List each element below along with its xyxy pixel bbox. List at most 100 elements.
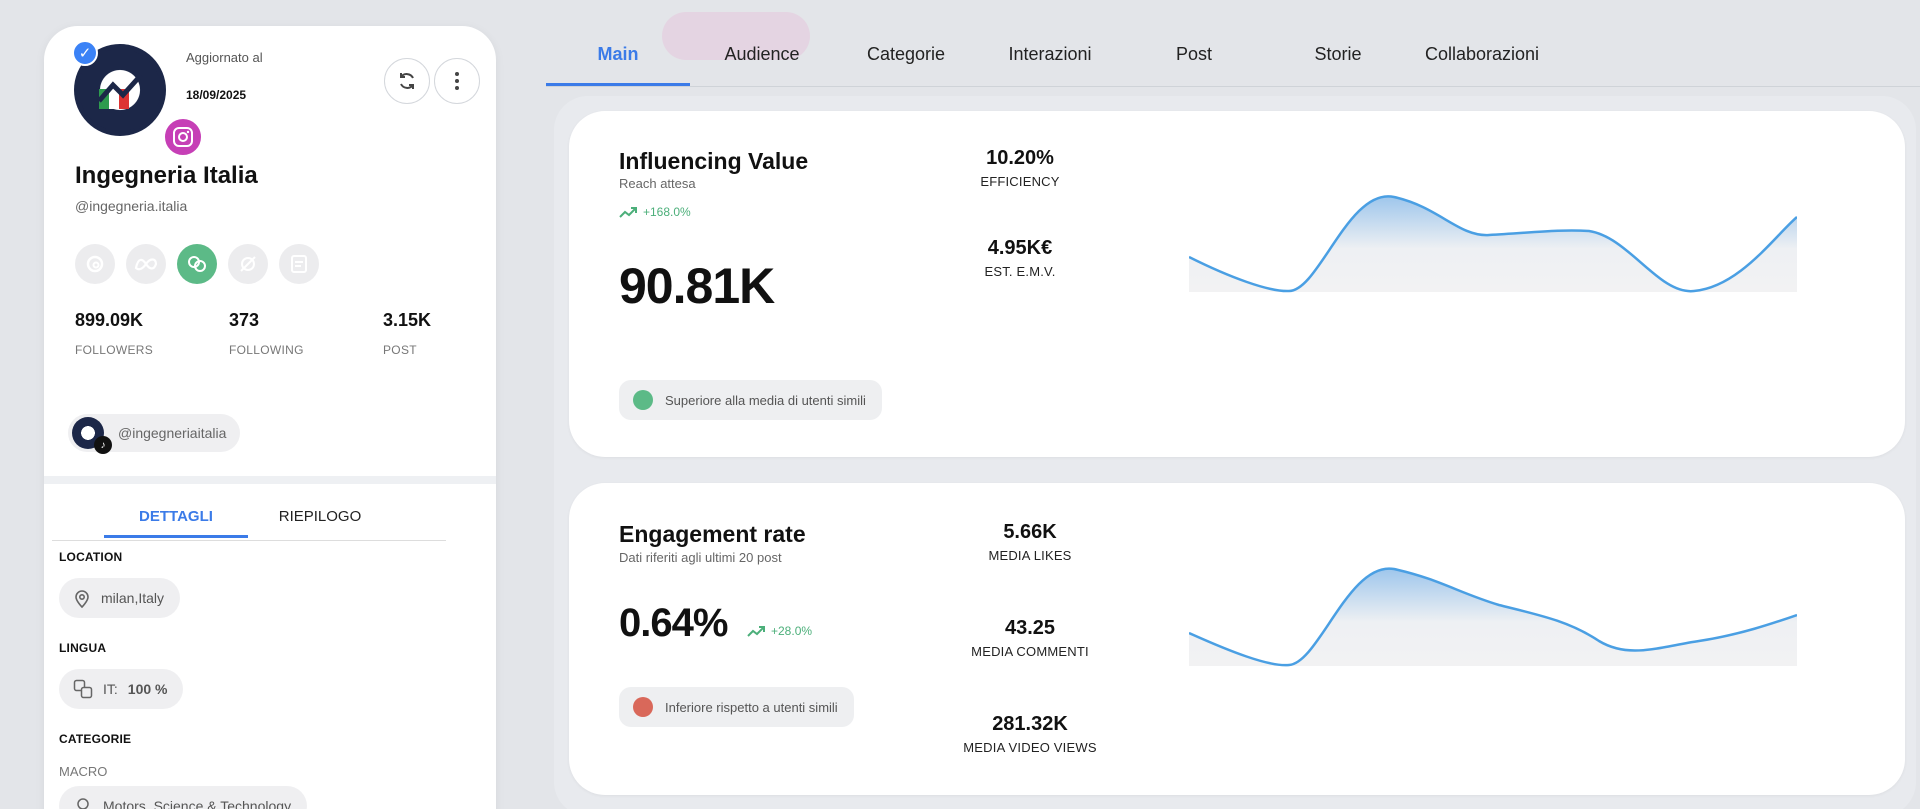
tab-collaborazioni[interactable]: Collaborazioni	[1424, 44, 1540, 64]
comparison-text: Inferiore rispetto a utenti simili	[665, 699, 838, 715]
tab-interazioni[interactable]: Interazioni	[1008, 44, 1092, 64]
language-title: LINGUA	[59, 641, 107, 655]
social-doc-button[interactable]	[279, 244, 319, 284]
social-linked-button[interactable]	[177, 244, 217, 284]
background-pill	[662, 12, 810, 60]
metric-label: EFFICIENCY	[980, 174, 1060, 189]
location-value: milan,Italy	[101, 590, 165, 606]
profile-avatar: ✓	[72, 40, 204, 158]
instagram-icon	[162, 116, 204, 158]
main-tabs-underline	[546, 86, 1920, 87]
tab-riepilogo[interactable]: RIEPILOGO	[278, 508, 362, 525]
engagement-sparkline	[1189, 567, 1797, 667]
verified-icon: ✓	[72, 40, 98, 66]
tab-categorie[interactable]: Categorie	[866, 44, 946, 64]
language-code: IT:	[103, 681, 118, 697]
categories-title: CATEGORIE	[59, 732, 132, 746]
comparison-text: Superiore alla media di utenti simili	[665, 392, 866, 408]
stat-followers: 899.09K FOLLOWERS	[75, 310, 229, 357]
sparkline-line	[1189, 567, 1797, 667]
profile-handle: @ingegneria.italia	[75, 198, 188, 214]
location-pin-icon	[75, 590, 89, 608]
tiktok-handle: @ingegneriaitalia	[118, 425, 227, 441]
threads-icon	[86, 255, 104, 273]
card-title: Engagement rate	[619, 521, 806, 547]
social-nolink-button[interactable]	[228, 244, 268, 284]
profile-panel: ✓ Aggiornato al 18/09/2025 Ingegneria It…	[44, 26, 496, 809]
stat-value: 373	[229, 310, 260, 330]
document-icon	[291, 255, 307, 273]
tabs-underline	[52, 540, 446, 541]
media-comments-metric: 43.25 MEDIA COMMENTI	[960, 617, 1100, 659]
stat-label: FOLLOWERS	[75, 343, 154, 357]
tab-post[interactable]: Post	[1175, 44, 1213, 64]
category-icon	[77, 798, 89, 809]
media-views-metric: 281.32K MEDIA VIDEO VIEWS	[950, 713, 1110, 755]
social-threads-button[interactable]	[75, 244, 115, 284]
comparison-dot	[633, 390, 653, 410]
engagement-trend: +28.0%	[747, 624, 812, 638]
macro-value: Motors, Science & Technology	[103, 798, 292, 809]
engagement-rate-card: Engagement rate Dati riferiti agli ultim…	[569, 483, 1905, 795]
trend-up-icon	[619, 207, 637, 218]
influencing-trend: +168.0%	[619, 205, 691, 219]
profile-name: Ingegneria Italia	[75, 162, 258, 189]
stat-value: 899.09K	[75, 310, 144, 330]
refresh-icon	[400, 73, 414, 89]
metric-value: 43.25	[1004, 617, 1056, 639]
metric-label: MEDIA COMMENTI	[971, 644, 1089, 659]
tiktok-icon: ♪	[94, 436, 112, 454]
stat-post: 3.15K POST	[383, 310, 496, 357]
profile-stats: 899.09K FOLLOWERS 373 FOLLOWING 3.15K PO…	[75, 310, 496, 357]
metric-label: EST. E.M.V.	[984, 264, 1056, 279]
translate-icon	[73, 679, 93, 699]
influencing-value: 90.81K	[619, 258, 775, 314]
updated-date: 18/09/2025	[186, 88, 247, 102]
location-title: LOCATION	[59, 550, 123, 564]
sparkline-line	[1189, 195, 1797, 293]
influencing-sparkline	[1189, 195, 1797, 293]
engagement-value: 0.64%	[619, 601, 728, 645]
emv-metric: 4.95K€ EST. E.M.V.	[965, 237, 1075, 279]
more-options-button[interactable]	[434, 58, 480, 104]
card-subtitle: Reach attesa	[619, 176, 696, 191]
stat-label: FOLLOWING	[229, 343, 304, 357]
tab-main[interactable]: Main	[546, 26, 690, 86]
location-chip: milan,Italy	[59, 578, 181, 618]
updated-label: Aggiornato al	[186, 50, 263, 65]
macro-label: MACRO	[59, 764, 108, 779]
social-meta-button[interactable]	[126, 244, 166, 284]
engagement-comparison: Inferiore rispetto a utenti simili	[619, 687, 854, 727]
meta-icon	[134, 258, 158, 271]
metric-value: 281.32K	[992, 713, 1068, 735]
influencing-value-card: Influencing Value Reach attesa +168.0% 9…	[569, 111, 1905, 457]
media-likes-metric: 5.66K MEDIA LIKES	[960, 521, 1100, 563]
stat-value: 3.15K	[383, 310, 432, 330]
card-title: Influencing Value	[619, 148, 809, 174]
logo-mark-icon	[97, 73, 143, 109]
metric-value: 5.66K	[1003, 521, 1057, 543]
social-links	[75, 244, 319, 284]
sparkline-area	[1189, 568, 1797, 666]
metric-value: 4.95K€	[987, 237, 1053, 259]
influencing-comparison: Superiore alla media di utenti simili	[619, 380, 882, 420]
metric-label: MEDIA VIDEO VIEWS	[963, 740, 1097, 755]
language-percent: 100 %	[127, 681, 168, 697]
link-off-icon	[240, 256, 256, 272]
tab-storie[interactable]: Storie	[1314, 44, 1362, 64]
main-tabs: Main Audience Categorie Interazioni Post…	[546, 26, 1554, 86]
sparkline-area	[1189, 196, 1797, 292]
section-divider	[44, 476, 496, 484]
tiktok-account-chip[interactable]: ♪ @ingegneriaitalia	[68, 414, 241, 454]
tab-audience[interactable]: Audience	[724, 44, 800, 64]
macro-category-chip: Motors, Science & Technology	[59, 786, 308, 809]
trend-value: +28.0%	[771, 624, 813, 638]
refresh-button[interactable]	[384, 58, 430, 104]
efficiency-metric: 10.20% EFFICIENCY	[965, 147, 1075, 189]
metric-value: 10.20%	[986, 147, 1054, 169]
profile-tabs: DETTAGLI RIEPILOGO	[104, 498, 392, 538]
more-vertical-icon	[455, 72, 459, 90]
metric-label: MEDIA LIKES	[988, 548, 1072, 563]
tab-dettagli[interactable]: DETTAGLI	[104, 498, 248, 538]
stat-following: 373 FOLLOWING	[229, 310, 383, 357]
